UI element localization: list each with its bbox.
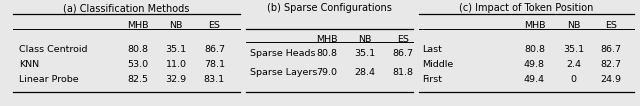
Text: First: First: [422, 75, 442, 84]
Text: NB: NB: [358, 35, 371, 44]
Text: ES: ES: [605, 21, 617, 30]
Text: 78.1: 78.1: [204, 60, 225, 69]
Text: (c) Impact of Token Position: (c) Impact of Token Position: [459, 3, 593, 13]
Text: 28.4: 28.4: [355, 68, 375, 77]
Text: 83.1: 83.1: [204, 75, 225, 84]
Text: NB: NB: [567, 21, 580, 30]
Text: 81.8: 81.8: [393, 68, 413, 77]
Text: 2.4: 2.4: [566, 60, 581, 69]
Text: NB: NB: [170, 21, 182, 30]
Text: 86.7: 86.7: [601, 45, 621, 54]
Text: 35.1: 35.1: [354, 49, 376, 58]
Text: Middle: Middle: [422, 60, 454, 69]
Text: Sparse Layers: Sparse Layers: [250, 68, 317, 77]
Text: 35.1: 35.1: [563, 45, 584, 54]
Text: MHB: MHB: [316, 35, 337, 44]
Text: MHB: MHB: [127, 21, 148, 30]
Text: MHB: MHB: [524, 21, 545, 30]
Text: (a) Classification Methods: (a) Classification Methods: [63, 3, 189, 13]
Text: 82.5: 82.5: [127, 75, 148, 84]
Text: (b) Sparse Configurations: (b) Sparse Configurations: [267, 3, 392, 13]
Text: KNN: KNN: [19, 60, 39, 69]
Text: 86.7: 86.7: [204, 45, 225, 54]
Text: 53.0: 53.0: [127, 60, 148, 69]
Text: Last: Last: [422, 45, 442, 54]
Text: 86.7: 86.7: [393, 49, 413, 58]
Text: Class Centroid: Class Centroid: [19, 45, 88, 54]
Text: Linear Probe: Linear Probe: [19, 75, 79, 84]
Text: 79.0: 79.0: [316, 68, 337, 77]
Text: 32.9: 32.9: [165, 75, 187, 84]
Text: 80.8: 80.8: [524, 45, 545, 54]
Text: 11.0: 11.0: [166, 60, 186, 69]
Text: 49.8: 49.8: [524, 60, 545, 69]
Text: 49.4: 49.4: [524, 75, 545, 84]
Text: 80.8: 80.8: [127, 45, 148, 54]
Text: 0: 0: [570, 75, 577, 84]
Text: 80.8: 80.8: [316, 49, 337, 58]
Text: 24.9: 24.9: [601, 75, 621, 84]
Text: 82.7: 82.7: [601, 60, 621, 69]
Text: ES: ES: [209, 21, 220, 30]
Text: Sparse Heads: Sparse Heads: [250, 49, 315, 58]
Text: 35.1: 35.1: [165, 45, 187, 54]
Text: ES: ES: [397, 35, 409, 44]
